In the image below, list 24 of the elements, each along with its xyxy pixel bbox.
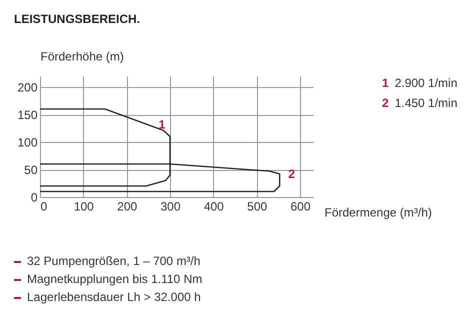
series-label: 2 bbox=[288, 166, 296, 181]
chart-title: LEISTUNGSBEREICH. bbox=[14, 12, 140, 26]
text: 1 bbox=[382, 76, 389, 90]
x-tick-label: 300 bbox=[160, 200, 181, 214]
x-tick-label: 600 bbox=[290, 200, 311, 214]
x-axis-title: Fördermenge (m³/h) bbox=[324, 206, 432, 220]
text: Lagerlebensdauer Lh > 32.000 h bbox=[27, 290, 201, 304]
y-tick-label: 100 bbox=[17, 136, 38, 150]
text: 32 Pumpengrößen, 1 – 700 m³/h bbox=[27, 254, 200, 268]
y-axis-title: Förderhöhe (m) bbox=[40, 50, 124, 64]
y-tick-label: 0 bbox=[30, 190, 38, 204]
text: Magnetkupplungen bis 1.110 Nm bbox=[27, 272, 202, 286]
text: 2 bbox=[382, 96, 389, 110]
text: 2.900 1/min bbox=[394, 76, 458, 90]
series-label: 1 bbox=[158, 118, 166, 132]
text: 1.450 1/min bbox=[394, 96, 458, 110]
y-tick-label: 200 bbox=[17, 80, 38, 94]
y-tick-label: 150 bbox=[17, 108, 38, 122]
x-tick-label: 0 bbox=[40, 200, 48, 214]
x-tick-label: 500 bbox=[247, 200, 268, 214]
x-tick-label: 100 bbox=[74, 200, 94, 214]
y-tick-label: 50 bbox=[24, 163, 38, 177]
x-tick-label: 400 bbox=[204, 200, 224, 214]
x-tick-label: 200 bbox=[117, 200, 138, 214]
